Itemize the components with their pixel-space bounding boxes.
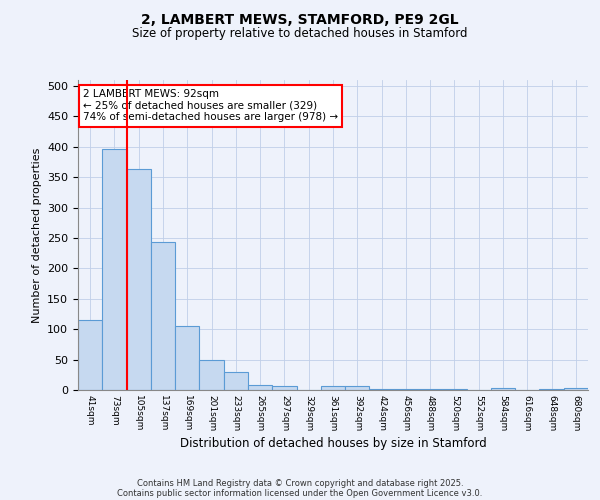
Text: Size of property relative to detached houses in Stamford: Size of property relative to detached ho… (132, 28, 468, 40)
Bar (564, 388, 588, 390)
Bar (151, 242, 175, 390)
Bar (199, 360, 224, 390)
Y-axis label: Number of detached properties: Number of detached properties (32, 148, 41, 322)
Bar (345, 386, 370, 390)
Bar (370, 389, 394, 390)
X-axis label: Distribution of detached houses by size in Stamford: Distribution of detached houses by size … (179, 437, 487, 450)
Bar (321, 386, 345, 390)
Text: 2 LAMBERT MEWS: 92sqm
← 25% of detached houses are smaller (329)
74% of semi-det: 2 LAMBERT MEWS: 92sqm ← 25% of detached … (83, 90, 338, 122)
Bar (102, 148, 127, 390)
Bar (224, 372, 248, 390)
Bar (78, 320, 102, 390)
Bar (127, 170, 151, 390)
Bar (175, 326, 199, 390)
Text: Contains public sector information licensed under the Open Government Licence v3: Contains public sector information licen… (118, 488, 482, 498)
Bar (248, 384, 272, 390)
Text: Contains HM Land Registry data © Crown copyright and database right 2025.: Contains HM Land Registry data © Crown c… (137, 478, 463, 488)
Bar (272, 386, 296, 390)
Bar (491, 388, 515, 390)
Text: 2, LAMBERT MEWS, STAMFORD, PE9 2GL: 2, LAMBERT MEWS, STAMFORD, PE9 2GL (141, 12, 459, 26)
